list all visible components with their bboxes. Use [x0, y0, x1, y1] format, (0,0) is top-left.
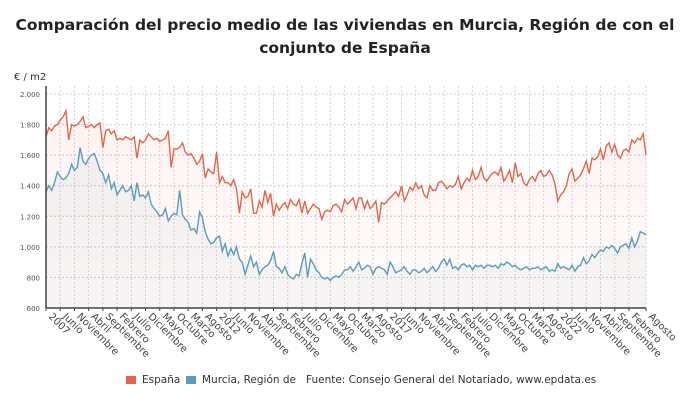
y-tick-label: 1.600 — [20, 152, 40, 160]
legend-item-murcia: Murcia, Región de — [186, 374, 296, 386]
y-tick-label: 800 — [27, 274, 40, 282]
y-tick-label: 600 — [27, 305, 40, 313]
legend-swatch — [186, 376, 196, 384]
y-tick-label: 1.000 — [20, 244, 40, 252]
legend-swatch — [126, 376, 136, 384]
series-line-espana — [45, 108, 647, 223]
y-tick-label: 1.800 — [20, 122, 40, 130]
legend-item-espana: España — [126, 374, 180, 386]
legend-label: España — [142, 374, 181, 386]
y-axis-label: € / m2 — [14, 72, 46, 83]
y-tick-label: 2.000 — [20, 91, 40, 99]
legend-label: Murcia, Región de — [202, 374, 297, 386]
y-tick-label: 1.400 — [20, 183, 40, 191]
chart-title: Comparación del precio medio de las vivi… — [15, 16, 675, 57]
y-tick-label: 1.200 — [20, 213, 40, 221]
series-area — [46, 147, 646, 308]
series-line-murcia — [45, 147, 647, 282]
source-note: Fuente: Consejo General del Notariado, w… — [306, 374, 597, 386]
